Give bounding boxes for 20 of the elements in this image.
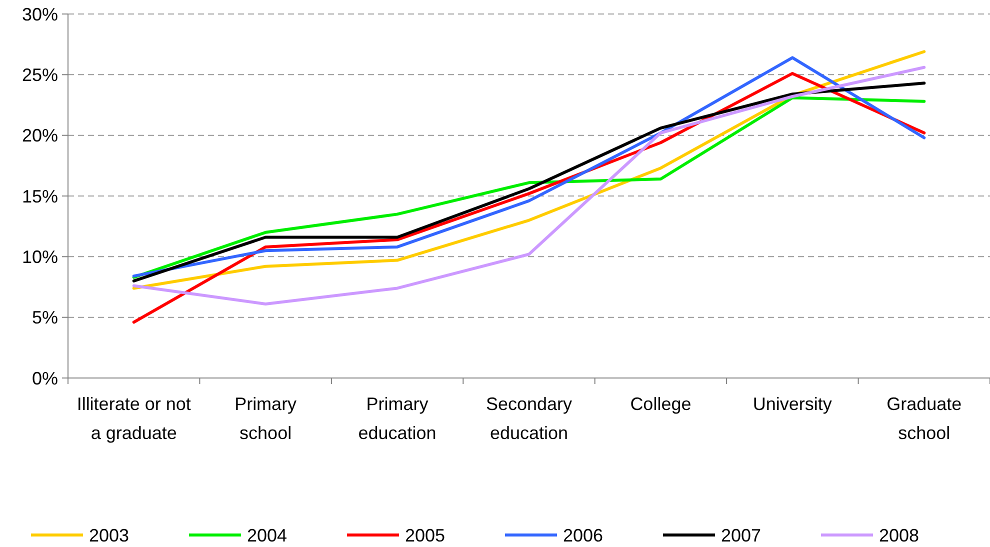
y-tick-label: 30% bbox=[22, 4, 58, 24]
y-tick-label: 0% bbox=[32, 368, 58, 388]
x-tick-label: Primary school bbox=[234, 394, 297, 443]
y-tick-label: 20% bbox=[22, 126, 58, 146]
x-tick-label: Secondary education bbox=[486, 394, 572, 443]
y-tick-label: 10% bbox=[22, 246, 58, 267]
x-tick-label: Graduate school bbox=[886, 394, 962, 443]
x-tick-label: Illiterate or not a graduate bbox=[76, 394, 191, 443]
y-tick-label: 5% bbox=[32, 308, 58, 328]
x-tick-label: Primary education bbox=[358, 394, 436, 443]
legend-label: 2008 bbox=[879, 525, 920, 546]
x-tick-label: College bbox=[630, 394, 692, 414]
x-tick-label: University bbox=[752, 394, 832, 414]
y-tick-label: 25% bbox=[22, 64, 58, 85]
legend-label: 2006 bbox=[563, 525, 604, 546]
legend-label: 2007 bbox=[721, 525, 762, 546]
y-tick-label: 15% bbox=[22, 186, 58, 206]
legend-label: 2005 bbox=[405, 525, 446, 546]
legend-label: 2004 bbox=[247, 525, 288, 546]
legend-label: 2003 bbox=[89, 525, 130, 546]
